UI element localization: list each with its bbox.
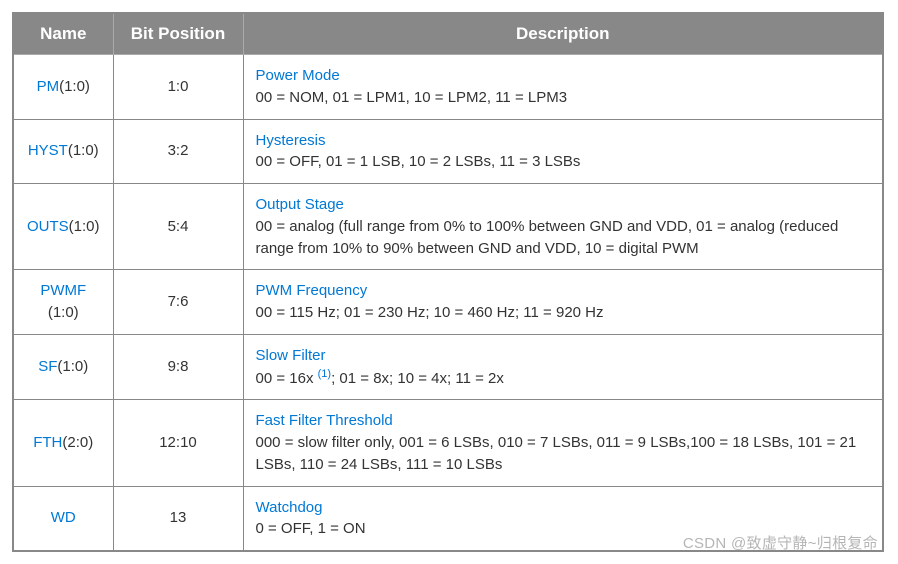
register-suffix: (1:0) (59, 78, 90, 95)
desc-body-pre: 00 = 16x (256, 370, 318, 387)
bit-position: 5:4 (113, 184, 243, 270)
desc-body-post: ; 01 = 8x; 10 = 4x; 11 = 2x (331, 370, 504, 387)
table-header: Name Bit Position Description (13, 13, 883, 55)
register-name: OUTS (27, 218, 69, 235)
bit-position: 12:10 (113, 400, 243, 486)
register-name: HYST (28, 142, 68, 159)
col-header-desc: Description (243, 13, 883, 55)
table-row: WD 13 Watchdog 0 = OFF, 1 = ON (13, 486, 883, 551)
register-name: PWMF (40, 282, 86, 299)
desc-body: 0 = OFF, 1 = ON (256, 520, 366, 537)
desc-body: 00 = analog (full range from 0% to 100% … (256, 218, 839, 257)
table-row: SF(1:0) 9:8 Slow Filter 00 = 16x (1); 01… (13, 334, 883, 400)
desc-body: 000 = slow filter only, 001 = 6 LSBs, 01… (256, 434, 857, 473)
register-table: Name Bit Position Description PM(1:0) 1:… (12, 12, 884, 552)
register-suffix: (1:0) (68, 142, 99, 159)
table-row: PWMF (1:0) 7:6 PWM Frequency 00 = 115 Hz;… (13, 270, 883, 335)
register-suffix: (1:0) (57, 358, 88, 375)
desc-body: 00 = 115 Hz; 01 = 230 Hz; 10 = 460 Hz; 1… (256, 304, 604, 321)
register-name: FTH (33, 434, 62, 451)
bit-position: 7:6 (113, 270, 243, 335)
table-row: PM(1:0) 1:0 Power Mode 00 = NOM, 01 = LP… (13, 55, 883, 120)
register-suffix: (2:0) (62, 434, 93, 451)
register-suffix: (1:0) (69, 218, 100, 235)
desc-body: 00 = NOM, 01 = LPM1, 10 = LPM2, 11 = LPM… (256, 89, 568, 106)
bit-position: 1:0 (113, 55, 243, 120)
desc-title: Fast Filter Threshold (256, 410, 871, 432)
bit-position: 3:2 (113, 119, 243, 184)
col-header-bit: Bit Position (113, 13, 243, 55)
desc-title: Power Mode (256, 65, 871, 87)
bit-position: 9:8 (113, 334, 243, 400)
desc-title: Output Stage (256, 194, 871, 216)
desc-title: PWM Frequency (256, 280, 871, 302)
table-row: HYST(1:0) 3:2 Hysteresis 00 = OFF, 01 = … (13, 119, 883, 184)
table-row: FTH(2:0) 12:10 Fast Filter Threshold 000… (13, 400, 883, 486)
col-header-name: Name (13, 13, 113, 55)
desc-title: Slow Filter (256, 345, 871, 367)
bit-position: 13 (113, 486, 243, 551)
footnote-ref: (1) (318, 368, 331, 380)
register-suffix: (1:0) (48, 304, 79, 321)
desc-title: Watchdog (256, 497, 871, 519)
register-name: PM (37, 78, 60, 95)
table-row: OUTS(1:0) 5:4 Output Stage 00 = analog (… (13, 184, 883, 270)
desc-title: Hysteresis (256, 130, 871, 152)
desc-body: 00 = OFF, 01 = 1 LSB, 10 = 2 LSBs, 11 = … (256, 153, 581, 170)
register-name: WD (51, 509, 76, 526)
register-name: SF (38, 358, 57, 375)
table-body: PM(1:0) 1:0 Power Mode 00 = NOM, 01 = LP… (13, 55, 883, 552)
